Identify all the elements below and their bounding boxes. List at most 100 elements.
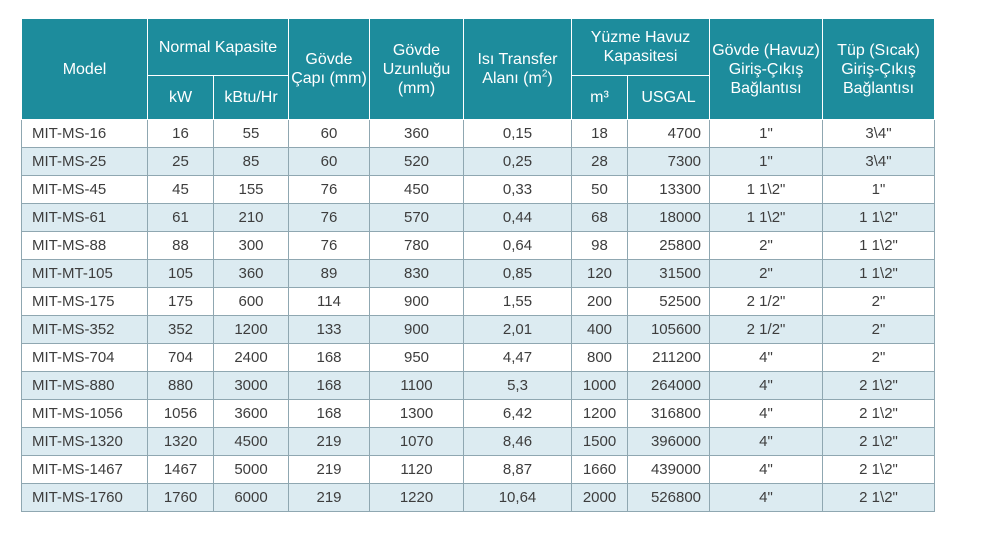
table-row: MIT-MS-880 880 3000 168 1100 5,3 1000 26… [21, 371, 936, 400]
cell-length: 1300 [369, 399, 464, 428]
cell-diameter: 76 [288, 203, 370, 232]
cell-model: MIT-MS-1320 [21, 427, 148, 456]
cell-kbtu: 600 [213, 287, 289, 316]
cell-model: MIT-MS-45 [21, 175, 148, 204]
cell-tube: 2 1\2" [822, 483, 936, 512]
cell-shell: 4" [709, 399, 824, 428]
cell-m3: 28 [571, 147, 628, 176]
cell-shell: 4" [709, 427, 824, 456]
cell-shell: 4" [709, 455, 824, 484]
cell-shell: 2 1/2" [709, 287, 824, 316]
header-usgal: USGAL [626, 75, 711, 120]
cell-shell: 4" [709, 371, 824, 400]
cell-diameter: 219 [288, 483, 370, 512]
cell-tube: 1" [822, 175, 936, 204]
cell-usgal: 211200 [626, 343, 711, 372]
cell-length: 1100 [369, 371, 464, 400]
cell-kw: 175 [147, 287, 214, 316]
cell-length: 1220 [369, 483, 464, 512]
cell-kw: 352 [147, 315, 214, 344]
cell-m3: 800 [571, 343, 628, 372]
table-row: MIT-MS-1320 1320 4500 219 1070 8,46 1500… [21, 427, 936, 456]
cell-area: 0,33 [463, 175, 572, 204]
cell-m3: 120 [571, 259, 628, 288]
cell-length: 830 [369, 259, 464, 288]
cell-kw: 1056 [147, 399, 214, 428]
cell-area: 8,87 [463, 455, 572, 484]
table-row: MIT-MS-704 704 2400 168 950 4,47 800 211… [21, 343, 936, 372]
cell-kw: 25 [147, 147, 214, 176]
cell-tube: 2" [822, 343, 936, 372]
cell-length: 1120 [369, 455, 464, 484]
cell-diameter: 76 [288, 175, 370, 204]
cell-usgal: 316800 [626, 399, 711, 428]
cell-model: MIT-MS-1056 [21, 399, 148, 428]
table-row: MIT-MS-45 45 155 76 450 0,33 50 13300 1 … [21, 175, 936, 204]
cell-area: 0,64 [463, 231, 572, 260]
table-row: MIT-MS-16 16 55 60 360 0,15 18 4700 1" 3… [21, 119, 936, 148]
cell-tube: 2" [822, 287, 936, 316]
cell-kbtu: 155 [213, 175, 289, 204]
cell-usgal: 25800 [626, 231, 711, 260]
cell-tube: 2 1\2" [822, 399, 936, 428]
cell-kbtu: 360 [213, 259, 289, 288]
cell-tube: 2 1\2" [822, 371, 936, 400]
cell-diameter: 168 [288, 343, 370, 372]
cell-shell: 4" [709, 343, 824, 372]
cell-kbtu: 4500 [213, 427, 289, 456]
cell-model: MIT-MS-61 [21, 203, 148, 232]
table-row: MIT-MS-352 352 1200 133 900 2,01 400 105… [21, 315, 936, 344]
table-header: Model Normal Kapasite Gövde Çapı (mm) Gö… [21, 18, 936, 120]
cell-diameter: 89 [288, 259, 370, 288]
table-row: MIT-MS-175 175 600 114 900 1,55 200 5250… [21, 287, 936, 316]
cell-kbtu: 3600 [213, 399, 289, 428]
cell-model: MIT-MS-1760 [21, 483, 148, 512]
cell-tube: 3\4" [822, 147, 936, 176]
cell-diameter: 219 [288, 427, 370, 456]
table-row: MIT-MS-25 25 85 60 520 0,25 28 7300 1" 3… [21, 147, 936, 176]
cell-shell: 1" [709, 119, 824, 148]
cell-m3: 98 [571, 231, 628, 260]
table-row: MIT-MS-1056 1056 3600 168 1300 6,42 1200… [21, 399, 936, 428]
cell-kw: 880 [147, 371, 214, 400]
cell-model: MIT-MS-704 [21, 343, 148, 372]
cell-diameter: 168 [288, 371, 370, 400]
cell-shell: 1" [709, 147, 824, 176]
table-row: MIT-MS-1467 1467 5000 219 1120 8,87 1660… [21, 455, 936, 484]
cell-usgal: 18000 [626, 203, 711, 232]
cell-diameter: 168 [288, 399, 370, 428]
cell-diameter: 76 [288, 231, 370, 260]
cell-shell: 2" [709, 259, 824, 288]
cell-area: 4,47 [463, 343, 572, 372]
cell-model: MIT-MS-88 [21, 231, 148, 260]
cell-diameter: 60 [288, 119, 370, 148]
cell-diameter: 60 [288, 147, 370, 176]
header-normal-capacity: Normal Kapasite [147, 18, 289, 76]
cell-model: MIT-MS-880 [21, 371, 148, 400]
cell-length: 520 [369, 147, 464, 176]
cell-tube: 2 1\2" [822, 455, 936, 484]
header-tube-connection: Tüp (Sıcak) Giriş-Çıkış Bağlantısı [822, 18, 936, 120]
cell-kw: 61 [147, 203, 214, 232]
header-m3: m³ [571, 75, 628, 120]
table-row: MIT-MS-88 88 300 76 780 0,64 98 25800 2"… [21, 231, 936, 260]
cell-area: 5,3 [463, 371, 572, 400]
cell-diameter: 114 [288, 287, 370, 316]
cell-length: 1070 [369, 427, 464, 456]
cell-usgal: 31500 [626, 259, 711, 288]
cell-shell: 2 1/2" [709, 315, 824, 344]
cell-tube: 2" [822, 315, 936, 344]
cell-area: 6,42 [463, 399, 572, 428]
header-row-top: Model Normal Kapasite Gövde Çapı (mm) Gö… [21, 18, 936, 120]
cell-kw: 1320 [147, 427, 214, 456]
cell-m3: 68 [571, 203, 628, 232]
header-row-bottom: kW kBtu/Hr m³ USGAL [22, 75, 935, 120]
cell-m3: 50 [571, 175, 628, 204]
cell-usgal: 526800 [626, 483, 711, 512]
header-pool-capacity: Yüzme Havuz Kapasitesi [570, 18, 711, 76]
cell-model: MIT-MS-16 [21, 119, 148, 148]
cell-usgal: 7300 [626, 147, 711, 176]
header-body-diameter: Gövde Çapı (mm) [288, 18, 370, 120]
cell-m3: 1660 [571, 455, 628, 484]
cell-model: MIT-MS-352 [21, 315, 148, 344]
